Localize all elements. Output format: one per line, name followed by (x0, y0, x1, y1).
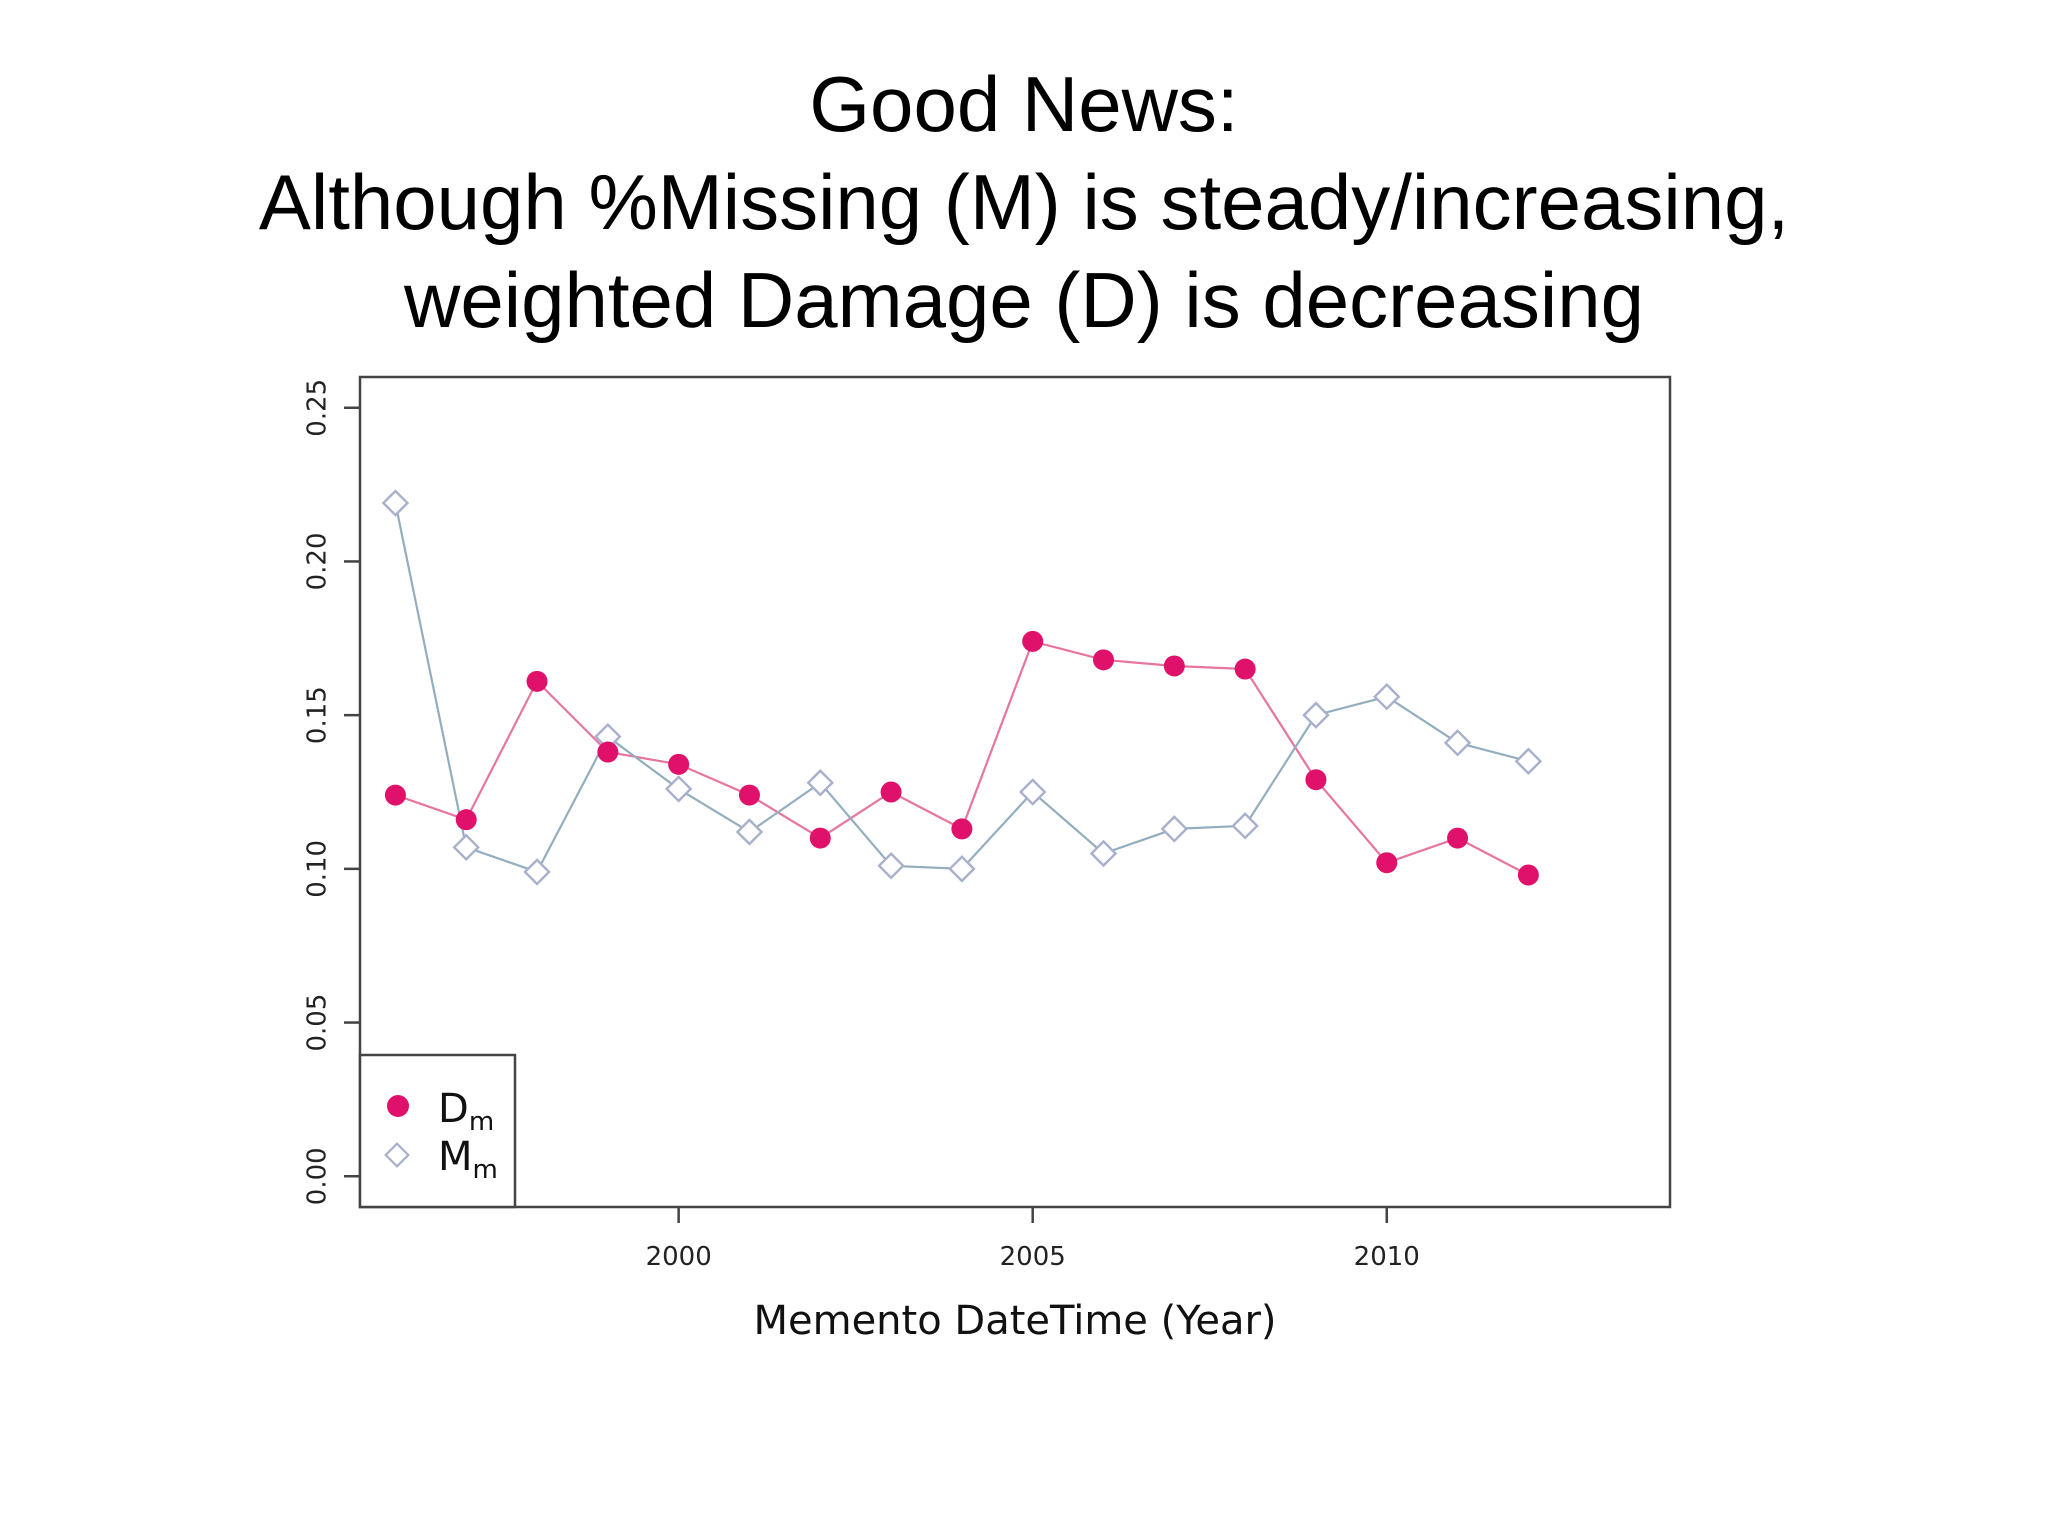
y-tick-label: 0.15 (303, 686, 333, 744)
data-point-m (1018, 778, 1047, 806)
legend-label-d-name: D (438, 1086, 469, 1132)
data-point-m (806, 769, 834, 797)
data-point-m (381, 489, 410, 517)
data-point-m (1302, 701, 1330, 729)
data-point-m (877, 852, 905, 880)
series-markers (381, 489, 1543, 886)
data-point-m (948, 855, 976, 883)
data-point-d (1022, 630, 1044, 652)
x-tick-label: 2010 (1354, 1242, 1420, 1272)
data-point-d (1234, 658, 1256, 680)
data-point-d (668, 753, 690, 775)
legend-box (358, 1053, 517, 1209)
data-point-m (1231, 812, 1259, 840)
legend-label-d-sub: m (469, 1107, 494, 1137)
x-axis: 2000 2005 2010 (646, 1207, 1420, 1272)
data-point-d (880, 781, 902, 803)
x-tick-label: 2005 (1000, 1242, 1066, 1272)
title-line-1: Good News: (809, 60, 1239, 148)
series-line-m (394, 502, 1529, 874)
legend-marker-d (387, 1095, 409, 1117)
data-point-d (1376, 852, 1398, 874)
data-point-m (1089, 839, 1118, 868)
data-point-m (452, 833, 480, 862)
data-point-m (664, 775, 693, 803)
series-line-d (395, 640, 1529, 876)
plot-frame (358, 375, 1672, 1209)
slide-title: Good News: Although %Missing (M) is stea… (0, 55, 2048, 349)
legend: Dm Mm (358, 1053, 517, 1209)
data-point-d (1093, 649, 1115, 671)
y-tick-label: 0.20 (303, 532, 333, 590)
data-point-d (526, 670, 548, 692)
data-point-d (1305, 769, 1327, 791)
data-point-d (384, 784, 406, 806)
legend-label-d: Dm (438, 1086, 494, 1137)
legend-marker-m (384, 1142, 410, 1168)
data-point-d (1517, 864, 1539, 886)
y-tick-label: 0.10 (303, 840, 333, 898)
legend-label-m: Mm (438, 1134, 498, 1185)
data-point-m (523, 858, 551, 886)
data-point-d (738, 784, 760, 806)
data-point-d (809, 827, 831, 849)
data-point-m (594, 722, 622, 751)
title-line-2: Although %Missing (M) is steady/increasi… (258, 158, 1790, 246)
legend-label-m-name: M (438, 1134, 473, 1180)
y-tick-label: 0.25 (303, 379, 333, 437)
y-tick-label: 0.00 (303, 1147, 333, 1205)
x-tick-label: 2000 (646, 1242, 712, 1272)
data-point-d (1447, 827, 1469, 849)
data-point-d (1163, 655, 1185, 677)
x-axis-title: Memento DateTime (Year) (753, 1298, 1276, 1344)
data-point-m (1514, 747, 1543, 775)
data-point-m (1373, 682, 1401, 711)
data-point-d (455, 809, 477, 831)
y-tick-label: 0.05 (303, 994, 333, 1052)
data-point-m (735, 818, 764, 846)
legend-label-m-sub: m (473, 1155, 498, 1185)
data-point-m (1160, 815, 1189, 843)
data-point-m (1443, 729, 1472, 757)
data-point-d (951, 818, 973, 840)
data-point-d (597, 741, 619, 763)
y-axis: 0.00 0.05 0.10 0.15 0.20 0.25 (303, 379, 360, 1205)
title-line-3: weighted Damage (D) is decreasing (404, 256, 1644, 344)
